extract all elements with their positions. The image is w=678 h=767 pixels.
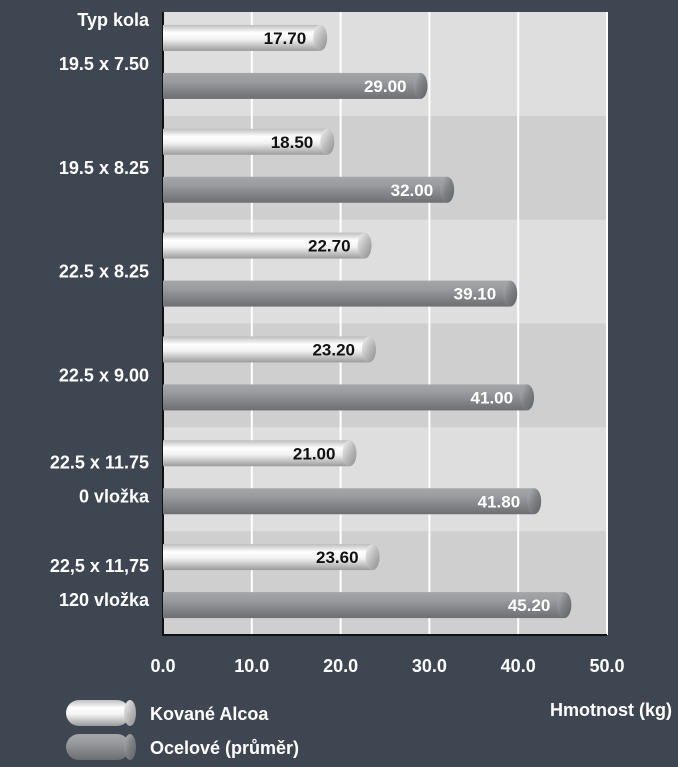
legend-swatch-body bbox=[66, 734, 130, 760]
bar-value-label: 29.00 bbox=[364, 77, 407, 96]
bar-body bbox=[163, 128, 328, 155]
bar-ocelove bbox=[163, 384, 535, 411]
bar-value-label: 45.20 bbox=[508, 596, 551, 615]
legend-swatch-cap bbox=[124, 734, 136, 760]
legend-label: Ocelové (průměr) bbox=[150, 738, 299, 758]
bar-body bbox=[163, 336, 370, 363]
plot-background bbox=[163, 12, 607, 636]
bar-ocelove bbox=[163, 488, 542, 515]
bar-cap bbox=[357, 232, 372, 259]
bar-cap bbox=[413, 72, 428, 99]
category-axis-title: Typ kola bbox=[77, 10, 150, 30]
category-label: 22.5 x 11.75 bbox=[50, 452, 149, 472]
bar-kovane-alcoa bbox=[163, 24, 328, 51]
category-label: 22,5 x 11,75 bbox=[50, 556, 149, 576]
bar-kovane-alcoa bbox=[163, 232, 372, 259]
bar-body bbox=[163, 280, 511, 307]
bar-kovane-alcoa bbox=[163, 128, 335, 155]
bar-cap bbox=[557, 592, 572, 619]
bar-cap bbox=[365, 544, 380, 571]
bar-value-label: 32.00 bbox=[391, 181, 434, 200]
legend-swatch-kovane-alcoa bbox=[66, 700, 136, 726]
bar-body bbox=[163, 232, 365, 259]
bar-value-label: 23.20 bbox=[312, 340, 355, 359]
bar-value-label: 21.00 bbox=[293, 444, 336, 463]
category-label: 19.5 x 8.25 bbox=[59, 158, 149, 178]
bar-cap bbox=[313, 24, 328, 51]
bar-value-label: 39.10 bbox=[454, 285, 497, 304]
bar-kovane-alcoa bbox=[163, 544, 380, 571]
bar-body bbox=[163, 440, 350, 467]
bar-value-label: 22.70 bbox=[308, 237, 351, 256]
bar-cap bbox=[520, 384, 535, 411]
bar-value-label: 41.00 bbox=[471, 388, 514, 407]
bar-ocelove bbox=[163, 280, 518, 307]
bar-value-label: 17.70 bbox=[264, 29, 307, 48]
bar-body bbox=[163, 592, 565, 619]
bar-ocelove bbox=[163, 592, 572, 619]
legend-label: Kované Alcoa bbox=[150, 704, 269, 724]
x-tick-label: 50.0 bbox=[589, 656, 624, 676]
category-label: 22.5 x 9.00 bbox=[59, 365, 149, 385]
bar-kovane-alcoa bbox=[163, 336, 377, 363]
x-tick-label: 10.0 bbox=[234, 656, 269, 676]
legend-swatch-cap bbox=[124, 700, 136, 726]
category-label: 22.5 x 8.25 bbox=[59, 262, 149, 282]
labels: 0.0 10.0 20.0 30.0 40.0 50.0 Hmotnost (kg) Typ … bbox=[50, 10, 672, 758]
bars bbox=[66, 24, 572, 760]
bar-cap bbox=[342, 440, 357, 467]
category-label: 120 vložka bbox=[59, 590, 150, 610]
bar-cap bbox=[503, 280, 518, 307]
legend-swatch-body bbox=[66, 700, 130, 726]
bar-body bbox=[163, 24, 321, 51]
legend-swatch-ocelove bbox=[66, 734, 136, 760]
bar-body bbox=[163, 488, 535, 515]
x-tick-label: 0.0 bbox=[150, 656, 175, 676]
bar-ocelove bbox=[163, 72, 428, 99]
bar-cap bbox=[440, 176, 455, 203]
bar-kovane-alcoa bbox=[163, 440, 357, 467]
bar-body bbox=[163, 72, 421, 99]
bar-body bbox=[163, 176, 448, 203]
bar-body bbox=[163, 544, 373, 571]
x-tick-label: 40.0 bbox=[501, 656, 536, 676]
bar-cap bbox=[527, 488, 542, 515]
bar-value-label: 23.60 bbox=[316, 548, 359, 567]
x-tick-label: 30.0 bbox=[412, 656, 447, 676]
bar-body bbox=[163, 384, 528, 411]
bar-ocelove bbox=[163, 176, 455, 203]
bar-value-label: 41.80 bbox=[478, 492, 521, 511]
bar-cap bbox=[362, 336, 377, 363]
x-tick-label: 20.0 bbox=[323, 656, 358, 676]
bar-value-label: 18.50 bbox=[271, 133, 314, 152]
bar-cap bbox=[320, 128, 335, 155]
category-label: 19.5 x 7.50 bbox=[59, 54, 149, 74]
gridlines bbox=[162, 12, 608, 636]
category-label: 0 vložka bbox=[79, 486, 150, 506]
x-axis-title: Hmotnost (kg) bbox=[550, 700, 672, 720]
